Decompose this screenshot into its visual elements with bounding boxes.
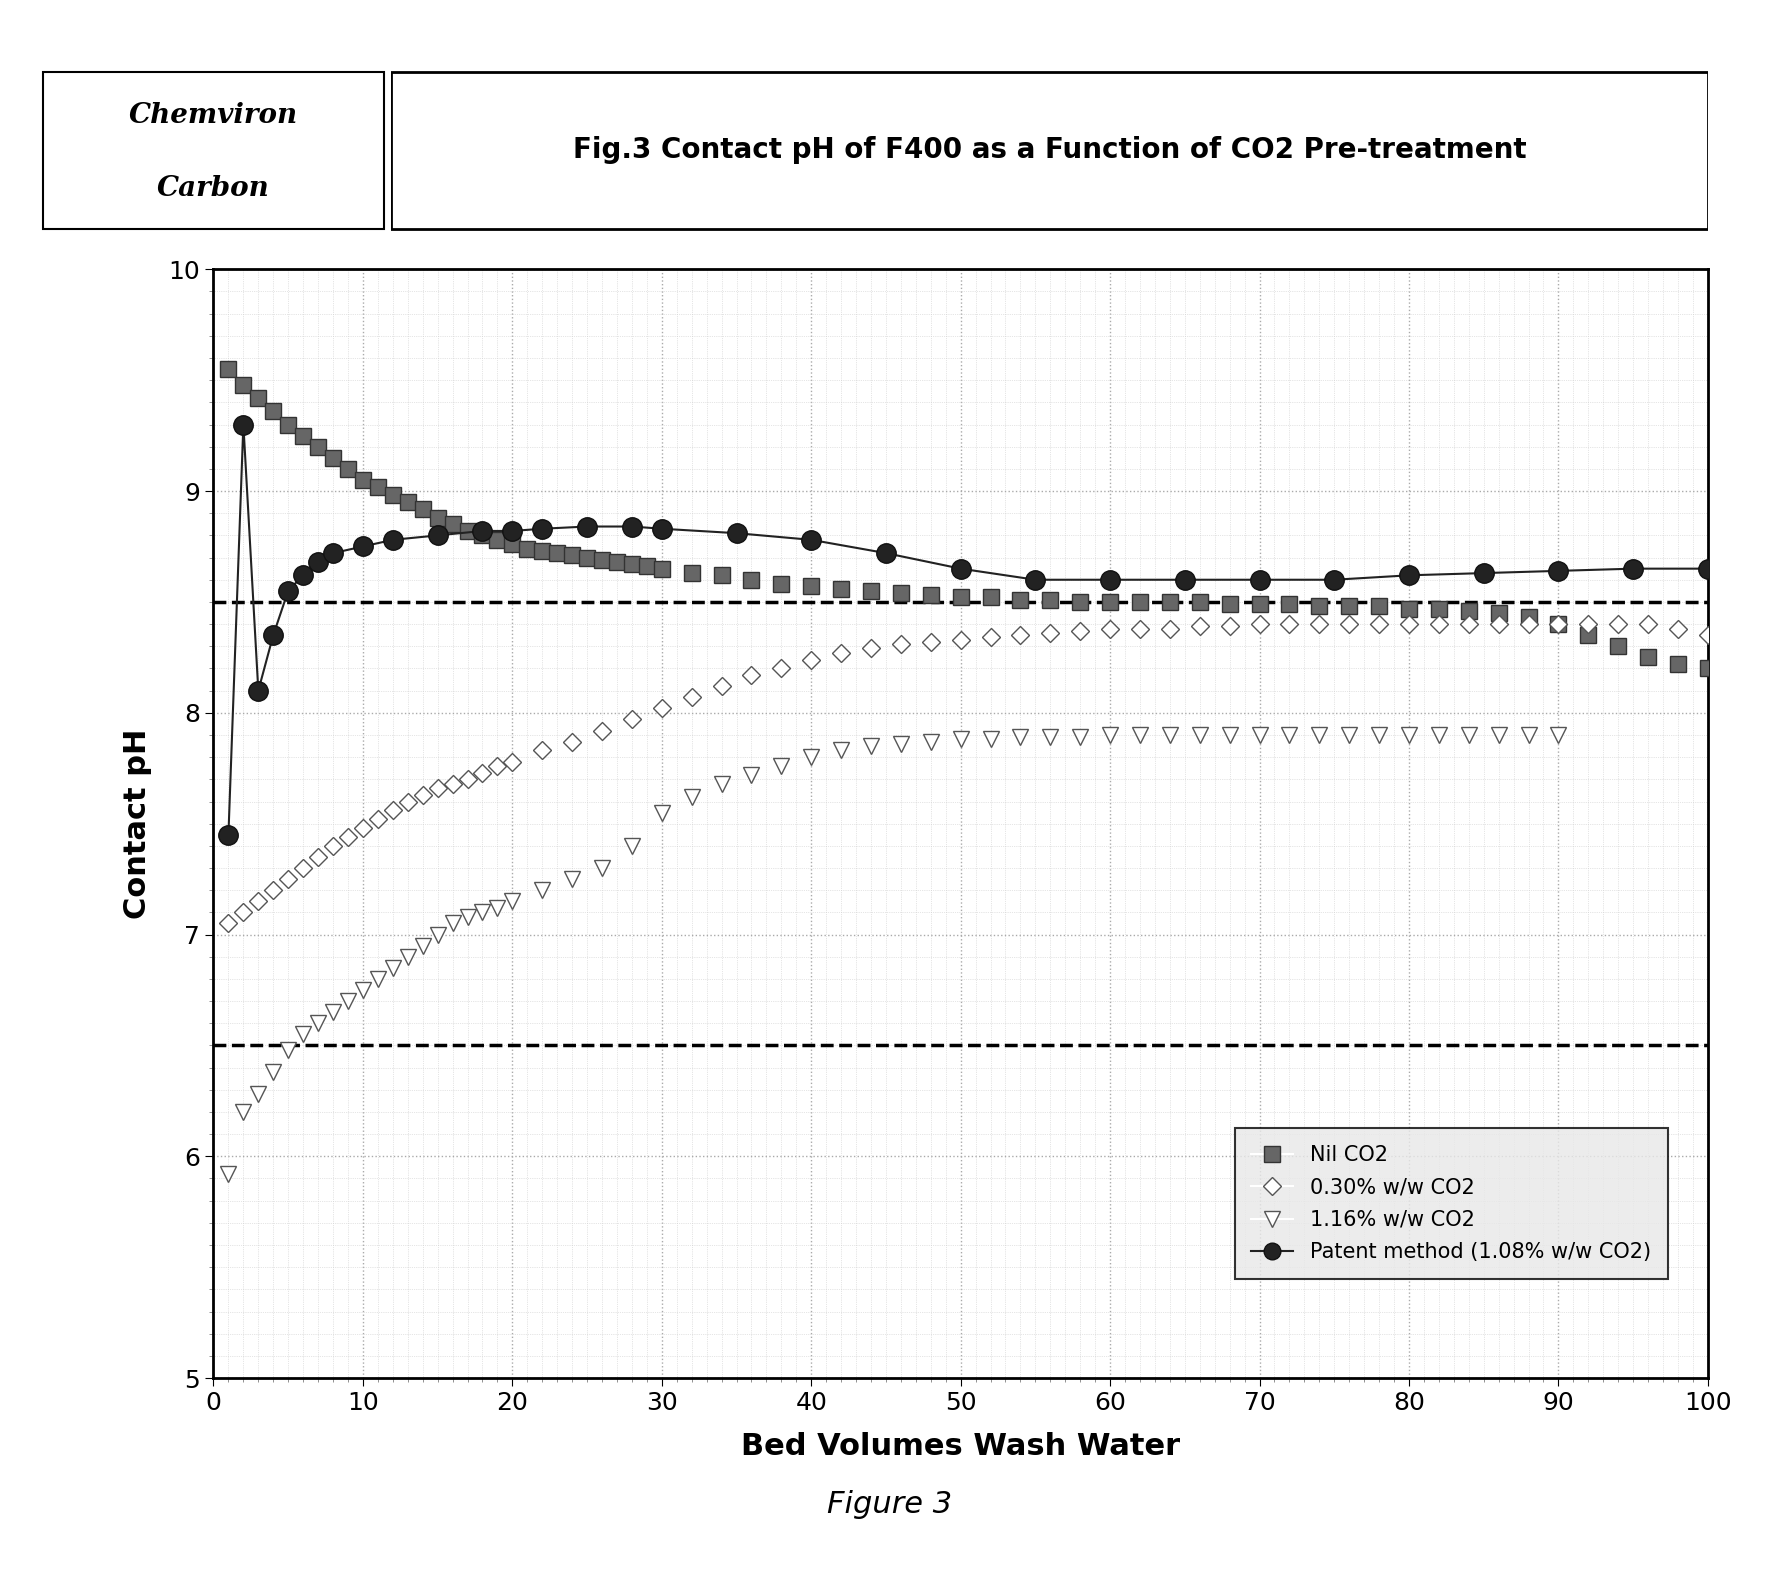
Text: Chemviron: Chemviron xyxy=(128,101,299,130)
Text: Fig.3 Contact pH of F400 as a Function of CO2 Pre-treatment: Fig.3 Contact pH of F400 as a Function o… xyxy=(573,136,1526,165)
FancyBboxPatch shape xyxy=(391,71,1708,230)
Y-axis label: Contact pH: Contact pH xyxy=(123,729,151,919)
Text: Carbon: Carbon xyxy=(157,176,270,203)
Text: Figure 3: Figure 3 xyxy=(827,1491,952,1519)
Legend: Nil CO2, 0.30% w/w CO2, 1.16% w/w CO2, Patent method (1.08% w/w CO2): Nil CO2, 0.30% w/w CO2, 1.16% w/w CO2, P… xyxy=(1235,1128,1667,1278)
X-axis label: Bed Volumes Wash Water: Bed Volumes Wash Water xyxy=(742,1432,1179,1460)
FancyBboxPatch shape xyxy=(43,71,384,230)
